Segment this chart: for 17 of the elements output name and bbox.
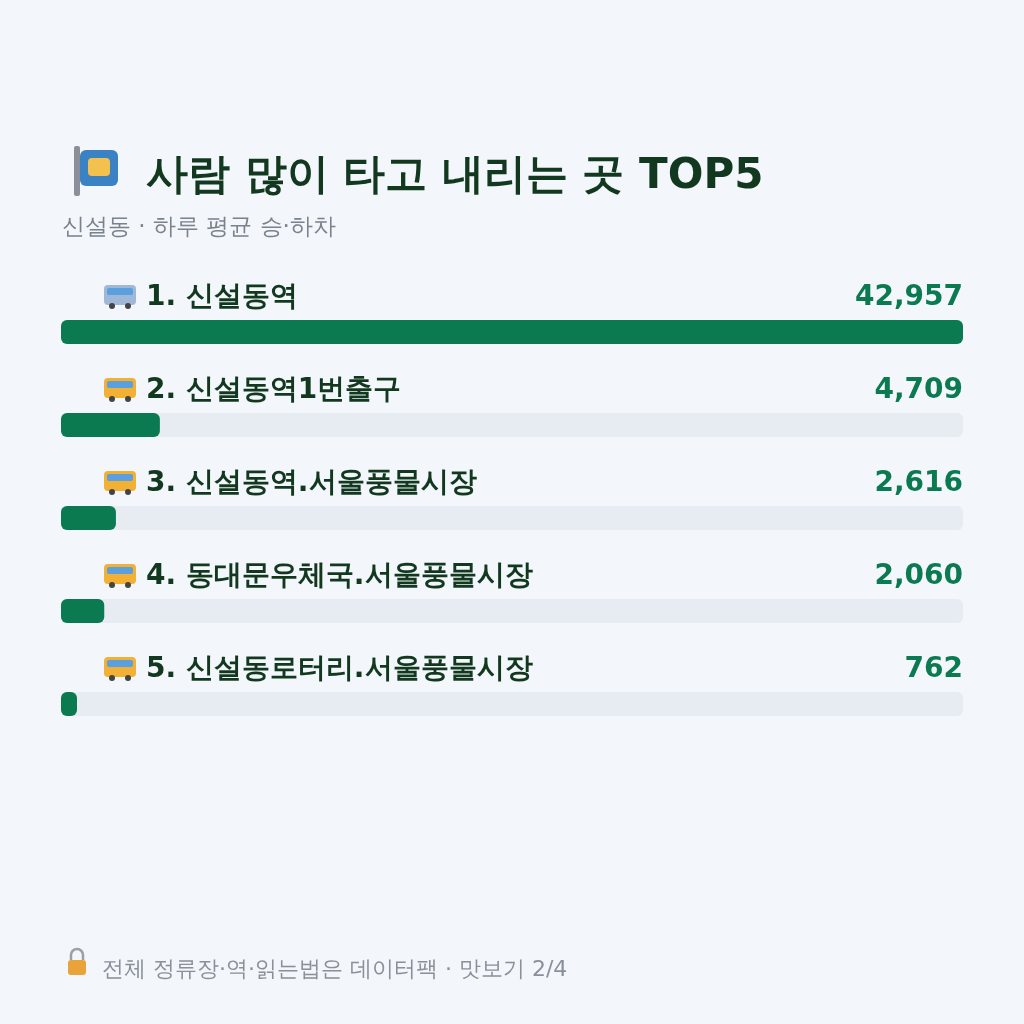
text: 전체 정류장·역·읽는법은 데이터팩 · 맛보기 2/4 xyxy=(102,956,568,981)
chart-subtitle: 신설동 · 하루 평균 승·하차 xyxy=(62,213,336,239)
data-label: 2,616 xyxy=(874,465,963,498)
y-tick-label: 2. 신설동역1번출구 xyxy=(146,372,402,405)
y-tick-label: 3. 신설동역.서울풍물시장 xyxy=(146,465,477,498)
bar xyxy=(61,413,160,437)
y-tick-label: 5. 신설동로터리.서울풍물시장 xyxy=(146,651,533,684)
y-tick-label: 1. 신설동역 xyxy=(146,279,298,312)
data-label: 4,709 xyxy=(874,372,963,405)
data-label: 2,060 xyxy=(874,558,963,591)
data-label: 42,957 xyxy=(854,279,963,312)
bar xyxy=(61,692,77,716)
bar xyxy=(61,599,105,623)
data-label: 762 xyxy=(904,651,963,684)
y-tick-label: 4. 동대문우체국.서울풍물시장 xyxy=(146,558,533,591)
bar xyxy=(61,506,116,530)
chart-title: 사람 많이 타고 내리는 곳 TOP5 xyxy=(146,149,764,198)
